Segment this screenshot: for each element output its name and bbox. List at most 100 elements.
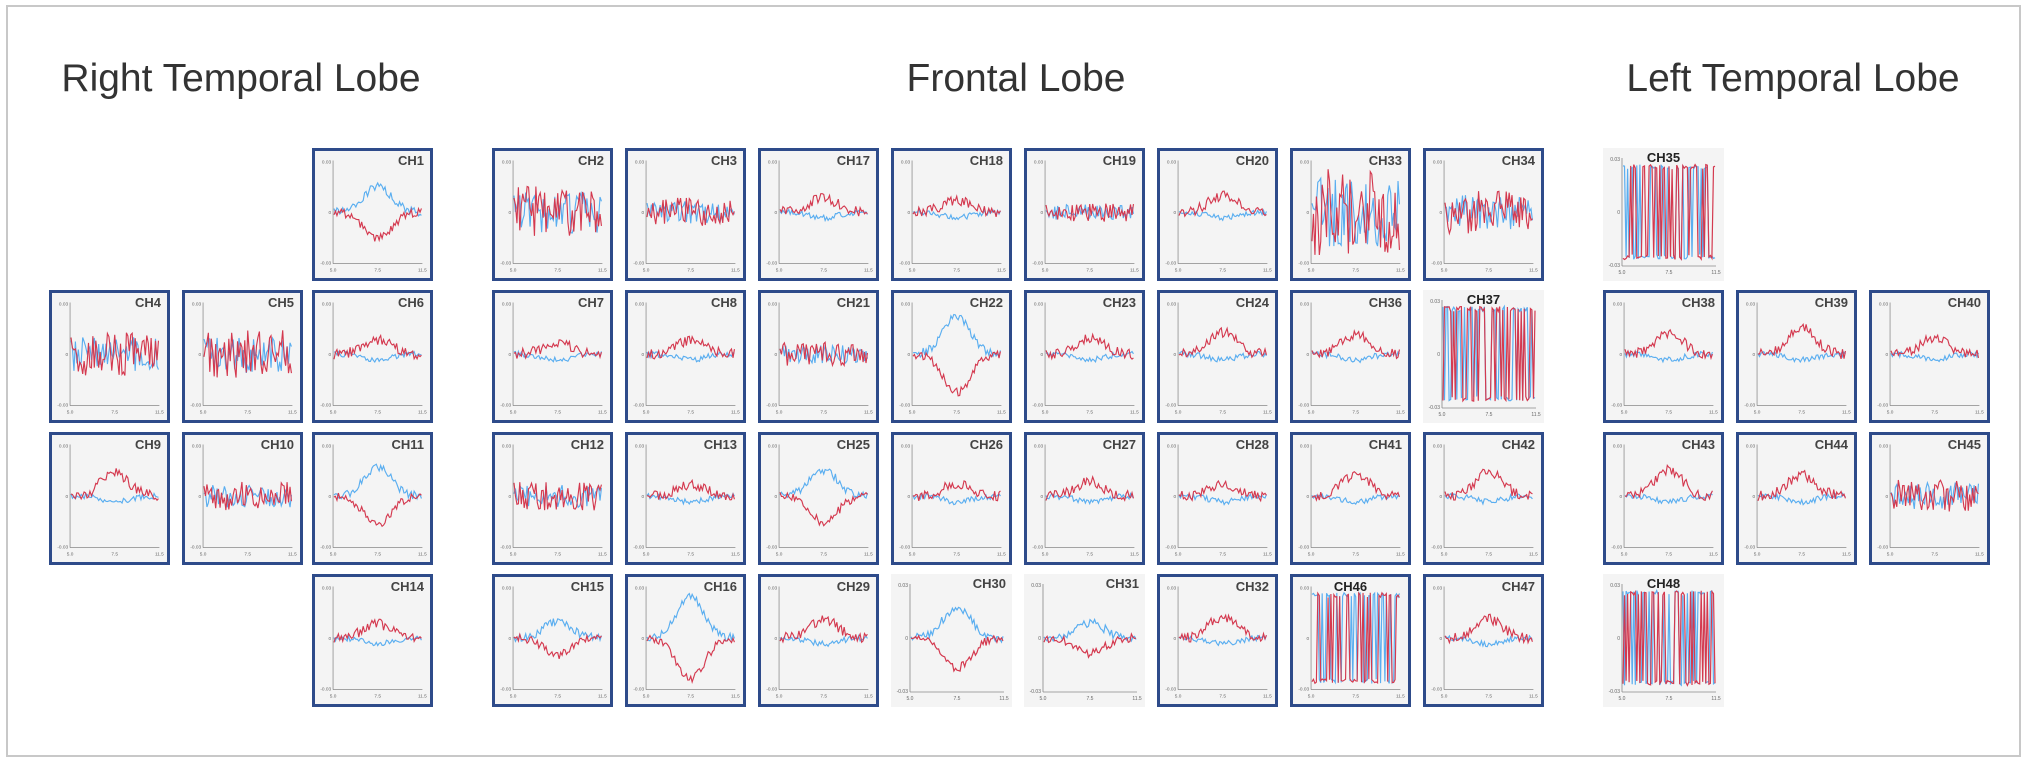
y-tick-label: -0.03 xyxy=(57,545,68,551)
x-tick-label: 11.5 xyxy=(731,693,740,699)
trace-series-blue xyxy=(1890,480,1980,509)
channel-label: CH48 xyxy=(1646,576,1681,591)
channel-panel-ch13: 0.03 0 -0.03 5.0 7.5 11.5 CH13 xyxy=(625,432,746,565)
x-tick-label: 7.5 xyxy=(1219,267,1226,273)
y-tick-label: -0.03 xyxy=(1744,403,1755,409)
trace-series-red xyxy=(646,334,736,360)
channel-panel-ch44: 0.03 0 -0.03 5.0 7.5 11.5 CH44 xyxy=(1736,432,1857,565)
x-tick-label: 5.0 xyxy=(1042,267,1049,273)
y-tick-label: -0.03 xyxy=(897,689,909,695)
trace-series-red xyxy=(779,340,869,368)
x-tick-label: 11.5 xyxy=(418,409,427,415)
channel-label: CH14 xyxy=(390,579,424,594)
trace-series-red xyxy=(513,481,602,511)
channel-plot: 0.03 0 -0.035.0 7.5 11.5 xyxy=(1298,301,1405,415)
trace-series-blue xyxy=(1757,492,1846,506)
channel-label: CH40 xyxy=(1947,295,1981,310)
x-tick-label: 7.5 xyxy=(1086,267,1093,273)
y-tick-label: -0.03 xyxy=(766,545,777,551)
trace-series-blue xyxy=(1178,634,1267,647)
x-tick-label: 5.0 xyxy=(1754,551,1761,557)
channel-panel-ch16: 0.03 0 -0.03 5.0 7.5 11.5 CH16 xyxy=(625,574,746,707)
y-tick-label: -0.03 xyxy=(633,545,644,551)
x-tick-label: 7.5 xyxy=(1485,267,1492,273)
trace-series-red xyxy=(1624,463,1713,502)
y-tick-label: -0.03 xyxy=(766,687,777,693)
y-tick-label: -0.03 xyxy=(1431,545,1442,551)
channel-panel-ch24: 0.03 0 -0.03 5.0 7.5 11.5 CH24 xyxy=(1157,290,1278,423)
x-tick-label: 11.5 xyxy=(997,551,1006,557)
channel-label: CH38 xyxy=(1681,295,1715,310)
trace-series-red xyxy=(1311,470,1400,502)
x-tick-label: 5.0 xyxy=(67,409,74,415)
y-tick-label: -0.03 xyxy=(1165,545,1176,551)
channel-panel-ch2: 0.03 0 -0.03 5.0 7.5 11.5 CH2 xyxy=(492,148,613,281)
x-tick-label: 5.0 xyxy=(776,551,783,557)
trace-series-red xyxy=(1444,468,1533,501)
channel-panel-ch45: 0.03 0 -0.03 5.0 7.5 11.5 CH45 xyxy=(1869,432,1990,565)
channel-panel-ch35: 0.03 0 -0.03 5.0 7.5 11.5 CH35 xyxy=(1603,148,1724,281)
y-tick-label: -0.03 xyxy=(1429,405,1441,411)
y-tick-label: 0 xyxy=(1617,210,1620,216)
y-tick-label: 0.03 xyxy=(1610,583,1620,589)
trace-series-blue xyxy=(1890,350,1979,363)
trace-series-blue xyxy=(912,313,1001,359)
channel-label: CH34 xyxy=(1501,153,1535,168)
x-tick-label: 11.5 xyxy=(997,409,1006,415)
trace-series-blue xyxy=(513,349,602,363)
channel-label: CH2 xyxy=(577,153,604,168)
y-tick-label: 0 xyxy=(1307,636,1310,642)
y-tick-label: -0.03 xyxy=(1609,263,1621,269)
y-tick-label: -0.03 xyxy=(1032,403,1043,409)
channel-plot: 0.03 0 -0.035.0 7.5 11.5 xyxy=(1431,585,1538,699)
x-tick-label: 11.5 xyxy=(598,267,607,273)
channel-panel-ch1: 0.03 0 -0.03 5.0 7.5 11.5 CH1 xyxy=(312,148,433,281)
x-tick-label: 11.5 xyxy=(288,409,297,415)
channel-label: CH26 xyxy=(969,437,1003,452)
y-tick-label: 0 xyxy=(1440,494,1443,500)
y-tick-label: 0.03 xyxy=(1167,585,1177,591)
x-tick-label: 11.5 xyxy=(864,267,873,273)
channel-label: CH43 xyxy=(1681,437,1715,452)
y-tick-label: 0 xyxy=(1620,494,1623,500)
x-tick-label: 5.0 xyxy=(776,693,783,699)
x-tick-label: 5.0 xyxy=(1754,409,1761,415)
y-tick-label: 0.03 xyxy=(901,443,911,449)
y-tick-label: 0 xyxy=(329,210,332,216)
channel-label: CH35 xyxy=(1646,150,1681,165)
trace-series-red xyxy=(203,330,293,378)
y-tick-label: -0.03 xyxy=(1298,687,1309,693)
y-tick-label: -0.03 xyxy=(320,403,331,409)
channel-panel-ch18: 0.03 0 -0.03 5.0 7.5 11.5 CH18 xyxy=(891,148,1012,281)
x-tick-label: 5.0 xyxy=(1441,551,1448,557)
channel-label: CH33 xyxy=(1368,153,1402,168)
y-tick-label: -0.03 xyxy=(1431,261,1442,267)
y-tick-label: -0.03 xyxy=(899,403,910,409)
x-tick-label: 11.5 xyxy=(1531,412,1541,418)
y-tick-label: 0 xyxy=(1440,210,1443,216)
x-tick-label: 11.5 xyxy=(731,551,740,557)
y-tick-label: 0.03 xyxy=(192,301,202,307)
channel-plot: 0.03 0 -0.035.0 7.5 11.5 xyxy=(1298,443,1405,557)
channel-label: CH45 xyxy=(1947,437,1981,452)
x-tick-label: 7.5 xyxy=(374,693,381,699)
y-tick-label: 0.03 xyxy=(322,159,332,165)
x-tick-label: 5.0 xyxy=(330,267,337,273)
x-tick-label: 11.5 xyxy=(1842,551,1851,557)
channel-panel-ch39: 0.03 0 -0.03 5.0 7.5 11.5 CH39 xyxy=(1736,290,1857,423)
x-tick-label: 5.0 xyxy=(776,267,783,273)
x-tick-label: 7.5 xyxy=(820,693,827,699)
trace-series-red xyxy=(70,331,160,377)
trace-series-red xyxy=(912,349,1002,397)
x-tick-label: 7.5 xyxy=(374,551,381,557)
channel-panel-ch43: 0.03 0 -0.03 5.0 7.5 11.5 CH43 xyxy=(1603,432,1724,565)
trace-series-red xyxy=(779,615,868,644)
channel-panel-ch25: 0.03 0 -0.03 5.0 7.5 11.5 CH25 xyxy=(758,432,879,565)
y-tick-label: -0.03 xyxy=(1298,545,1309,551)
x-tick-label: 11.5 xyxy=(1975,409,1984,415)
y-tick-label: 0 xyxy=(329,636,332,642)
channel-panel-ch3: 0.03 0 -0.03 5.0 7.5 11.5 CH3 xyxy=(625,148,746,281)
channel-panel-ch30: 0.03 0 -0.03 5.0 7.5 11.5 CH30 xyxy=(891,574,1012,707)
x-tick-label: 7.5 xyxy=(374,409,381,415)
x-tick-label: 11.5 xyxy=(864,551,873,557)
